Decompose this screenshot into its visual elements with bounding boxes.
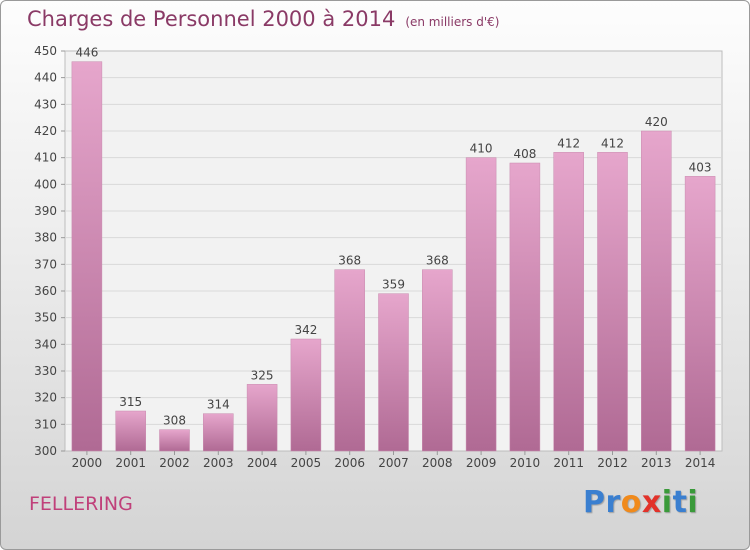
logo-letter: i [687,485,699,520]
bar-2000 [71,61,103,452]
data-label: 410 [470,142,493,156]
bar-2001 [115,410,146,452]
data-label: 368 [338,254,361,268]
bar-2003 [203,413,234,452]
x-tick-label: 2003 [203,456,234,470]
data-label: 368 [426,254,449,268]
y-tick-label: 410 [34,151,57,165]
x-tick-label: 2001 [115,456,146,470]
x-tick-label: 2011 [553,456,584,470]
location-name: FELLERING [29,493,133,515]
chart-title: Charges de Personnel 2000 à 2014 (en mill… [27,7,499,31]
y-tick-label: 310 [34,417,57,431]
logo-letter: i [661,485,673,520]
data-label: 342 [294,323,317,337]
y-tick-label: 360 [34,284,57,298]
logo-letter: P [583,485,606,520]
bar-2011 [553,152,584,452]
y-tick-label: 440 [34,71,57,85]
x-tick-label: 2012 [597,456,628,470]
y-tick-label: 390 [34,204,57,218]
proxiti-logo[interactable]: Proxiti [583,485,698,520]
data-label: 315 [119,395,142,409]
logo-letter: o [620,485,642,520]
y-tick-label: 340 [34,337,57,351]
y-tick-label: 370 [34,257,57,271]
data-label: 308 [163,414,186,428]
x-axis: 2000 2001 2002 2003 2004 2005 2006 2007 2008 2009… [72,451,716,470]
data-label: 408 [513,147,536,161]
bar-2007 [378,293,409,452]
chart-title-text: Charges de Personnel 2000 à 2014 [27,7,396,31]
y-tick-label: 330 [34,364,57,378]
bar-2013 [641,130,672,452]
data-label: 359 [382,278,405,292]
x-tick-label: 2014 [685,456,716,470]
data-labels: 446 315 308 314 325 342 368 359 368 410 408 412 412 4… [75,46,711,428]
data-label: 446 [75,46,98,60]
y-tick-label: 320 [34,391,57,405]
bar-2002 [159,429,190,452]
data-label: 412 [601,136,624,150]
bar-2008 [422,269,453,452]
x-tick-label: 2013 [641,456,672,470]
y-axis: 300 310 320 330 340 350 360 370 380 390 400 410 420 4… [34,44,65,458]
x-tick-label: 2000 [72,456,103,470]
x-tick-label: 2006 [334,456,365,470]
y-tick-label: 420 [34,124,57,138]
y-tick-label: 350 [34,311,57,325]
logo-letter: r [605,485,621,520]
bar-2010 [509,162,541,452]
y-tick-label: 430 [34,97,57,111]
logo-letter: t [672,485,688,520]
chart-subtitle: (en milliers d'€) [405,15,500,29]
bar-2012 [597,152,628,452]
x-tick-label: 2010 [510,456,541,470]
y-tick-label: 380 [34,231,57,245]
data-label: 420 [645,115,668,129]
y-tick-label: 400 [34,177,57,191]
x-tick-label: 2005 [291,456,322,470]
y-tick-label: 450 [34,44,57,58]
bar-2014 [684,176,716,452]
x-tick-label: 2008 [422,456,453,470]
data-label: 325 [251,368,274,382]
x-tick-label: 2007 [378,456,409,470]
y-tick-label: 300 [34,444,57,458]
bar-2009 [465,157,497,452]
bar-2006 [334,269,365,452]
logo-letter: x [641,485,662,520]
bar-2004 [246,384,278,452]
data-label: 412 [557,136,580,150]
data-label: 314 [207,398,230,412]
x-tick-label: 2002 [159,456,190,470]
bar-2005 [290,338,322,452]
x-tick-label: 2009 [466,456,497,470]
data-label: 403 [689,160,712,174]
bars [71,61,716,452]
x-tick-label: 2004 [247,456,278,470]
